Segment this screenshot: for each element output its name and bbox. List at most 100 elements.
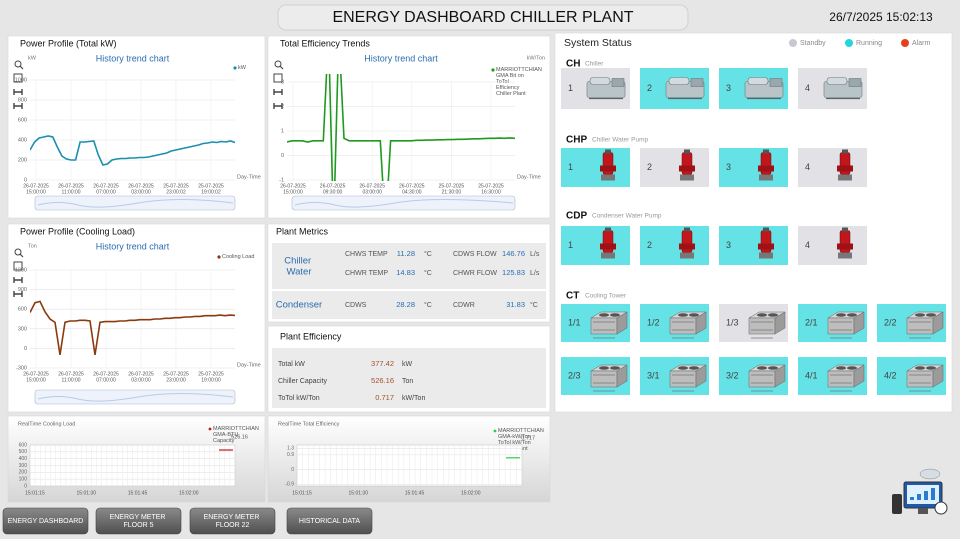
x-tick-label: 15:01:30: [349, 490, 369, 496]
unit-label: 1/3: [726, 317, 739, 327]
panel: [7, 35, 266, 219]
unit-label: 1/1: [568, 317, 581, 327]
tower-icon: [678, 313, 688, 317]
x-tick-time: 16:30:00: [481, 189, 501, 195]
y-tick-label: 600: [18, 307, 27, 313]
x-tick-time: 21:30:00: [442, 189, 462, 195]
nav-button[interactable]: [95, 507, 182, 535]
nav-button[interactable]: [189, 507, 276, 535]
y-tick-label: 0: [281, 153, 284, 159]
y-tick-label: 0: [24, 177, 27, 183]
panel-title: Power Profile (Cooling Load): [20, 226, 135, 236]
y-tick-label: 100: [19, 476, 28, 482]
x-tick-date: 26-07-2025: [128, 371, 154, 377]
trend-line: [30, 300, 235, 356]
y-tick-label: 0: [291, 467, 294, 473]
nav-button-label[interactable]: ENERGY METER FLOOR 22: [204, 514, 262, 529]
tool-zoom: [19, 65, 24, 70]
unit-label: 1: [568, 162, 573, 172]
metric-unit: L/s: [530, 251, 540, 258]
pump-icon: [605, 149, 611, 154]
x-tick-time: 09:30:00: [323, 189, 343, 195]
y-tick-label: 600: [18, 117, 27, 123]
tool-pan: [273, 103, 283, 109]
metric-block: [272, 291, 546, 319]
tool-zoom: [14, 248, 22, 256]
status-tile: [561, 226, 630, 265]
metric-label: ToTol kW/Ton: [278, 395, 320, 402]
tower-icon: [678, 366, 688, 370]
status-tile: [640, 148, 709, 187]
metric-block: [272, 243, 546, 289]
x-tick-time: 23:00:02: [166, 189, 186, 195]
nav-button-label[interactable]: ENERGY DASHBOARD: [8, 518, 84, 525]
pump-icon: [759, 174, 773, 181]
chiller-icon: [668, 77, 690, 85]
tower-icon: [926, 313, 936, 317]
nav-button[interactable]: [2, 507, 89, 535]
y-tick-label: 300: [18, 326, 27, 332]
metric-value: 31.83: [506, 300, 525, 309]
pump-icon: [842, 227, 848, 232]
metric-label: CDWR: [453, 302, 475, 309]
chart-subtitle: History trend chart: [96, 241, 170, 251]
y-unit: kW: [28, 55, 37, 61]
chiller-icon: [611, 78, 625, 87]
pump-icon: [837, 243, 853, 250]
x-tick-date: 26-07-2025: [320, 183, 346, 189]
tool-calendar: [13, 261, 23, 271]
nav-button-label[interactable]: ENERGY METER FLOOR 5: [110, 514, 168, 529]
tower-icon: [827, 370, 855, 388]
tower-icon: [768, 313, 778, 317]
tool-calendar: [13, 73, 23, 83]
pump-icon: [679, 165, 695, 172]
x-tick-date: 26-07-2025: [58, 371, 84, 377]
group-code: CDP: [566, 211, 587, 222]
pump-icon: [605, 227, 611, 232]
x-tick-date: 26-07-2025: [359, 183, 385, 189]
metric-value: 11.28: [397, 249, 415, 258]
metric-unit: °C: [424, 250, 432, 258]
chiller-icon: [826, 77, 848, 85]
tower-icon: [768, 366, 778, 370]
unit-label: 1: [568, 240, 573, 250]
x-axis-label: Day-Time: [517, 174, 541, 180]
x-tick-label: 15:01:15: [292, 490, 312, 496]
y-tick-label: 900: [18, 287, 27, 293]
x-tick-time: 03:00:00: [362, 189, 382, 195]
tower-icon: [689, 366, 699, 370]
unit-label: 3/2: [726, 370, 739, 380]
y-tick-label: 400: [18, 137, 27, 143]
x-tick-time: 19:00:00: [201, 377, 221, 383]
metric-label: CHWR TEMP: [345, 270, 388, 277]
pump-icon: [601, 252, 615, 259]
unit-label: 3: [726, 83, 731, 93]
panel: [267, 35, 551, 219]
tool-pan: [13, 291, 23, 297]
panel-title: Power Profile (Total kW): [20, 38, 117, 48]
panel-title: RealTime Cooling Load: [18, 421, 75, 427]
tower-icon: [757, 313, 767, 317]
nav-button[interactable]: [286, 507, 373, 535]
x-tick-date: 26-07-2025: [23, 371, 49, 377]
navigator-shade: [294, 199, 514, 208]
status-tile: [798, 148, 867, 187]
metric-unit: kW: [402, 361, 413, 368]
tool-zoom: [19, 253, 24, 258]
tower-icon: [748, 317, 776, 335]
panel-title: Plant Efficiency: [280, 331, 342, 341]
legend-swatch: [208, 427, 212, 431]
x-tick-time: 19:00:02: [201, 189, 221, 195]
nav-button-label[interactable]: HISTORICAL DATA: [299, 518, 361, 525]
x-tick-label: 15:02:00: [179, 490, 199, 496]
tower-icon: [915, 366, 925, 370]
x-tick-date: 25-07-2025: [198, 371, 224, 377]
metric-value: 14.83: [396, 268, 415, 277]
tool-pan: [13, 277, 23, 283]
tower-icon: [695, 364, 707, 388]
x-tick-date: 25-07-2025: [163, 371, 189, 377]
group-name: Cooling Tower: [585, 293, 627, 300]
unit-label: 1/2: [647, 317, 660, 327]
logo-bar: [910, 497, 914, 500]
status-tile: [719, 148, 788, 187]
